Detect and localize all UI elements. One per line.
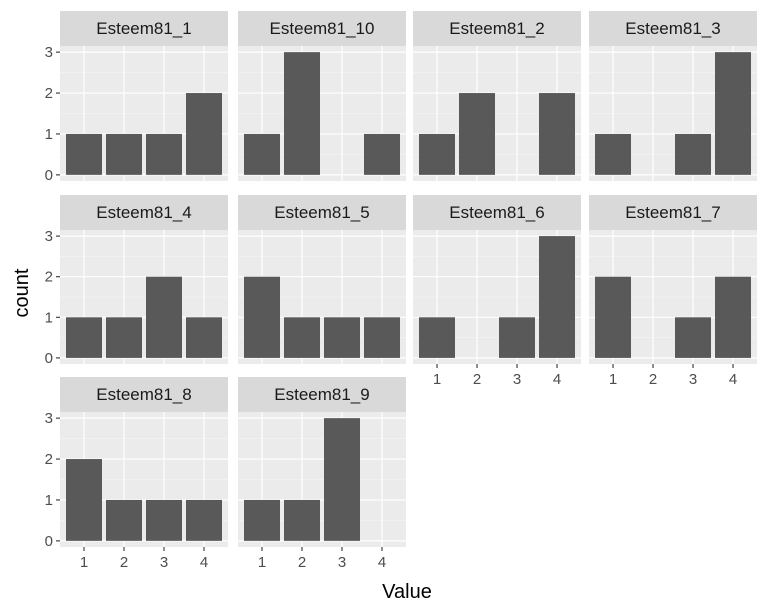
y-tick-label: 0 (45, 167, 53, 184)
bar-1 (244, 499, 280, 541)
y-tick-label: 1 (45, 126, 53, 143)
facet-strip-label: Esteem81_9 (274, 385, 369, 404)
facet-panel-1: Esteem81_1 0 1 2 3 (45, 11, 228, 184)
x-tick-label: 4 (729, 371, 737, 388)
facet-strip (589, 11, 757, 46)
facet-strip-label: Esteem81_1 (96, 19, 191, 38)
bar-3 (324, 317, 360, 358)
facet-strip (238, 377, 406, 412)
y-tick-label: 2 (45, 85, 53, 102)
facet-strip (238, 11, 406, 46)
x-tick-label: 2 (298, 554, 306, 571)
facet-strip (60, 377, 228, 412)
bar-4 (539, 236, 575, 358)
bar-2 (106, 317, 142, 358)
facet-panel-10: Esteem81_9 1 2 3 4 (238, 377, 406, 571)
bar-2 (284, 499, 320, 541)
y-tick-label: 3 (45, 44, 53, 61)
y-tick-label: 2 (45, 451, 53, 468)
bar-2 (459, 93, 495, 175)
bar-4 (364, 133, 400, 175)
bar-1 (419, 133, 455, 175)
y-tick-label: 0 (45, 533, 53, 550)
bar-1 (595, 276, 631, 358)
facet-panel-7: Esteem81_6 1 2 3 4 (413, 195, 581, 388)
y-tick-label: 2 (45, 269, 53, 286)
facet-panel-4: Esteem81_3 (589, 11, 757, 181)
bar-2 (106, 133, 142, 175)
bar-4 (186, 317, 222, 358)
bar-1 (244, 133, 280, 175)
bar-4 (715, 276, 751, 358)
bar-2 (284, 52, 320, 175)
y-tick-label: 1 (45, 492, 53, 509)
bar-3 (675, 133, 711, 175)
bar-1 (595, 133, 631, 175)
y-axis-title: count (11, 268, 33, 317)
facet-strip (60, 11, 228, 46)
bar-2 (284, 317, 320, 358)
facet-strip-label: Esteem81_7 (625, 203, 720, 222)
facet-panel-6: Esteem81_5 (238, 195, 406, 364)
bar-4 (186, 499, 222, 541)
bar-3 (324, 418, 360, 541)
bar-1 (244, 276, 280, 358)
x-tick-label: 3 (160, 554, 168, 571)
x-tick-label: 3 (513, 371, 521, 388)
facet-panel-9: Esteem81_8 0 1 2 3 1 2 3 4 (45, 377, 228, 571)
x-tick-label: 1 (609, 371, 617, 388)
x-tick-label: 2 (120, 554, 128, 571)
facet-strip-label: Esteem81_4 (96, 203, 191, 222)
y-tick-label: 3 (45, 410, 53, 427)
facet-panel-3: Esteem81_2 (413, 11, 581, 181)
facet-strip (238, 195, 406, 230)
x-tick-label: 1 (80, 554, 88, 571)
bar-4 (715, 52, 751, 175)
facet-strip (413, 195, 581, 230)
facet-strip-label: Esteem81_6 (449, 203, 544, 222)
bar-1 (66, 459, 102, 541)
x-axis-title: Value (382, 581, 432, 603)
bar-3 (499, 317, 535, 358)
bar-4 (539, 93, 575, 175)
y-tick-label: 0 (45, 350, 53, 367)
facet-panel-5: Esteem81_4 0 1 2 3 (45, 195, 228, 367)
x-tick-label: 2 (473, 371, 481, 388)
facet-panel-2: Esteem81_10 (238, 11, 406, 181)
bar-1 (66, 133, 102, 175)
bar-3 (675, 317, 711, 358)
x-tick-label: 1 (433, 371, 441, 388)
bar-1 (66, 317, 102, 358)
bar-3 (146, 499, 182, 541)
x-tick-label: 4 (200, 554, 208, 571)
facet-strip (413, 11, 581, 46)
y-tick-label: 3 (45, 228, 53, 245)
y-tick-label: 1 (45, 309, 53, 326)
bar-4 (186, 93, 222, 175)
bar-3 (146, 133, 182, 175)
x-tick-label: 2 (649, 371, 657, 388)
x-tick-label: 1 (258, 554, 266, 571)
x-tick-label: 3 (338, 554, 346, 571)
facet-panel-8: Esteem81_7 1 2 3 4 (589, 195, 757, 388)
bar-1 (419, 317, 455, 358)
bar-4 (364, 317, 400, 358)
facet-strip-label: Esteem81_2 (449, 19, 544, 38)
facet-strip-label: Esteem81_8 (96, 385, 191, 404)
x-tick-label: 4 (553, 371, 561, 388)
x-tick-label: 3 (689, 371, 697, 388)
facet-strip-label: Esteem81_10 (270, 19, 375, 38)
bar-3 (146, 276, 182, 358)
facet-strip (589, 195, 757, 230)
facet-strip-label: Esteem81_5 (274, 203, 369, 222)
bar-2 (106, 499, 142, 541)
x-tick-label: 4 (378, 554, 386, 571)
facet-strip-label: Esteem81_3 (625, 19, 720, 38)
facet-strip (60, 195, 228, 230)
